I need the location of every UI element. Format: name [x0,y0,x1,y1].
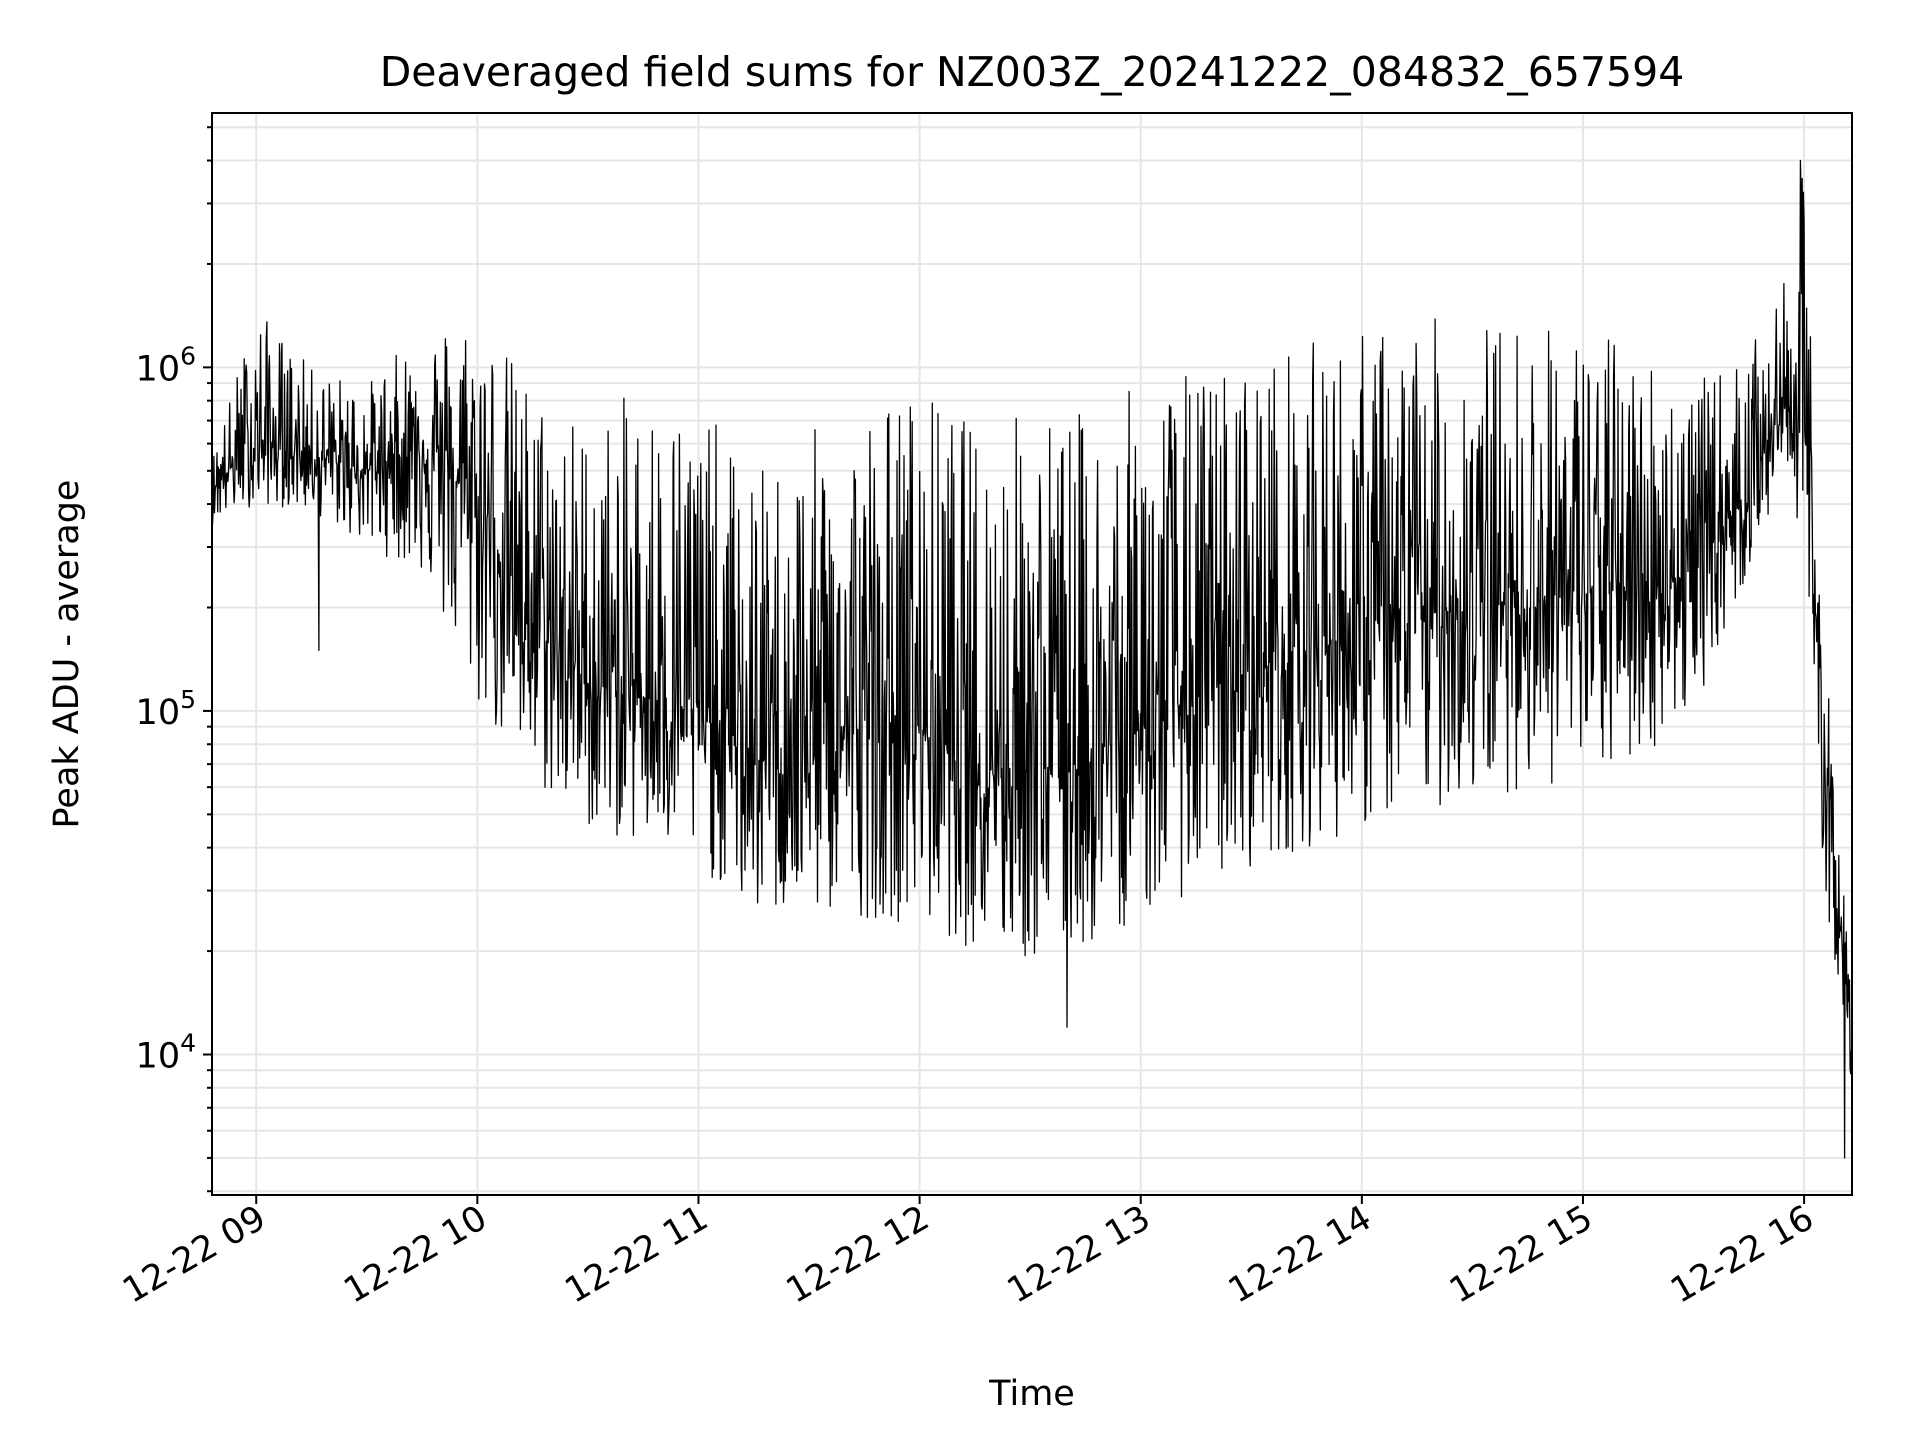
y-axis-label: Peak ADU - average [47,480,87,829]
x-tick-label: 12-22 10 [338,1198,494,1311]
x-tick-label: 12-22 15 [1443,1198,1599,1311]
y-tick-label: 106 [136,341,196,389]
x-tick-label: 12-22 14 [1222,1198,1378,1311]
x-tick-label: 12-22 13 [1001,1198,1157,1311]
x-tick-label: 12-22 09 [116,1198,272,1311]
plot-frame [211,112,1853,1196]
x-axis-label: Time [988,1374,1075,1414]
x-tick-label: 12-22 12 [780,1198,936,1311]
series-line [212,159,1852,1159]
x-tick-label: 12-22 16 [1664,1198,1820,1311]
chart-title: Deaveraged field sums for NZ003Z_2024122… [380,48,1685,96]
x-tick-label: 12-22 11 [559,1198,715,1311]
y-tick-label: 104 [136,1029,196,1077]
series-layer [212,159,1852,1159]
y-tick-label: 105 [136,685,196,733]
